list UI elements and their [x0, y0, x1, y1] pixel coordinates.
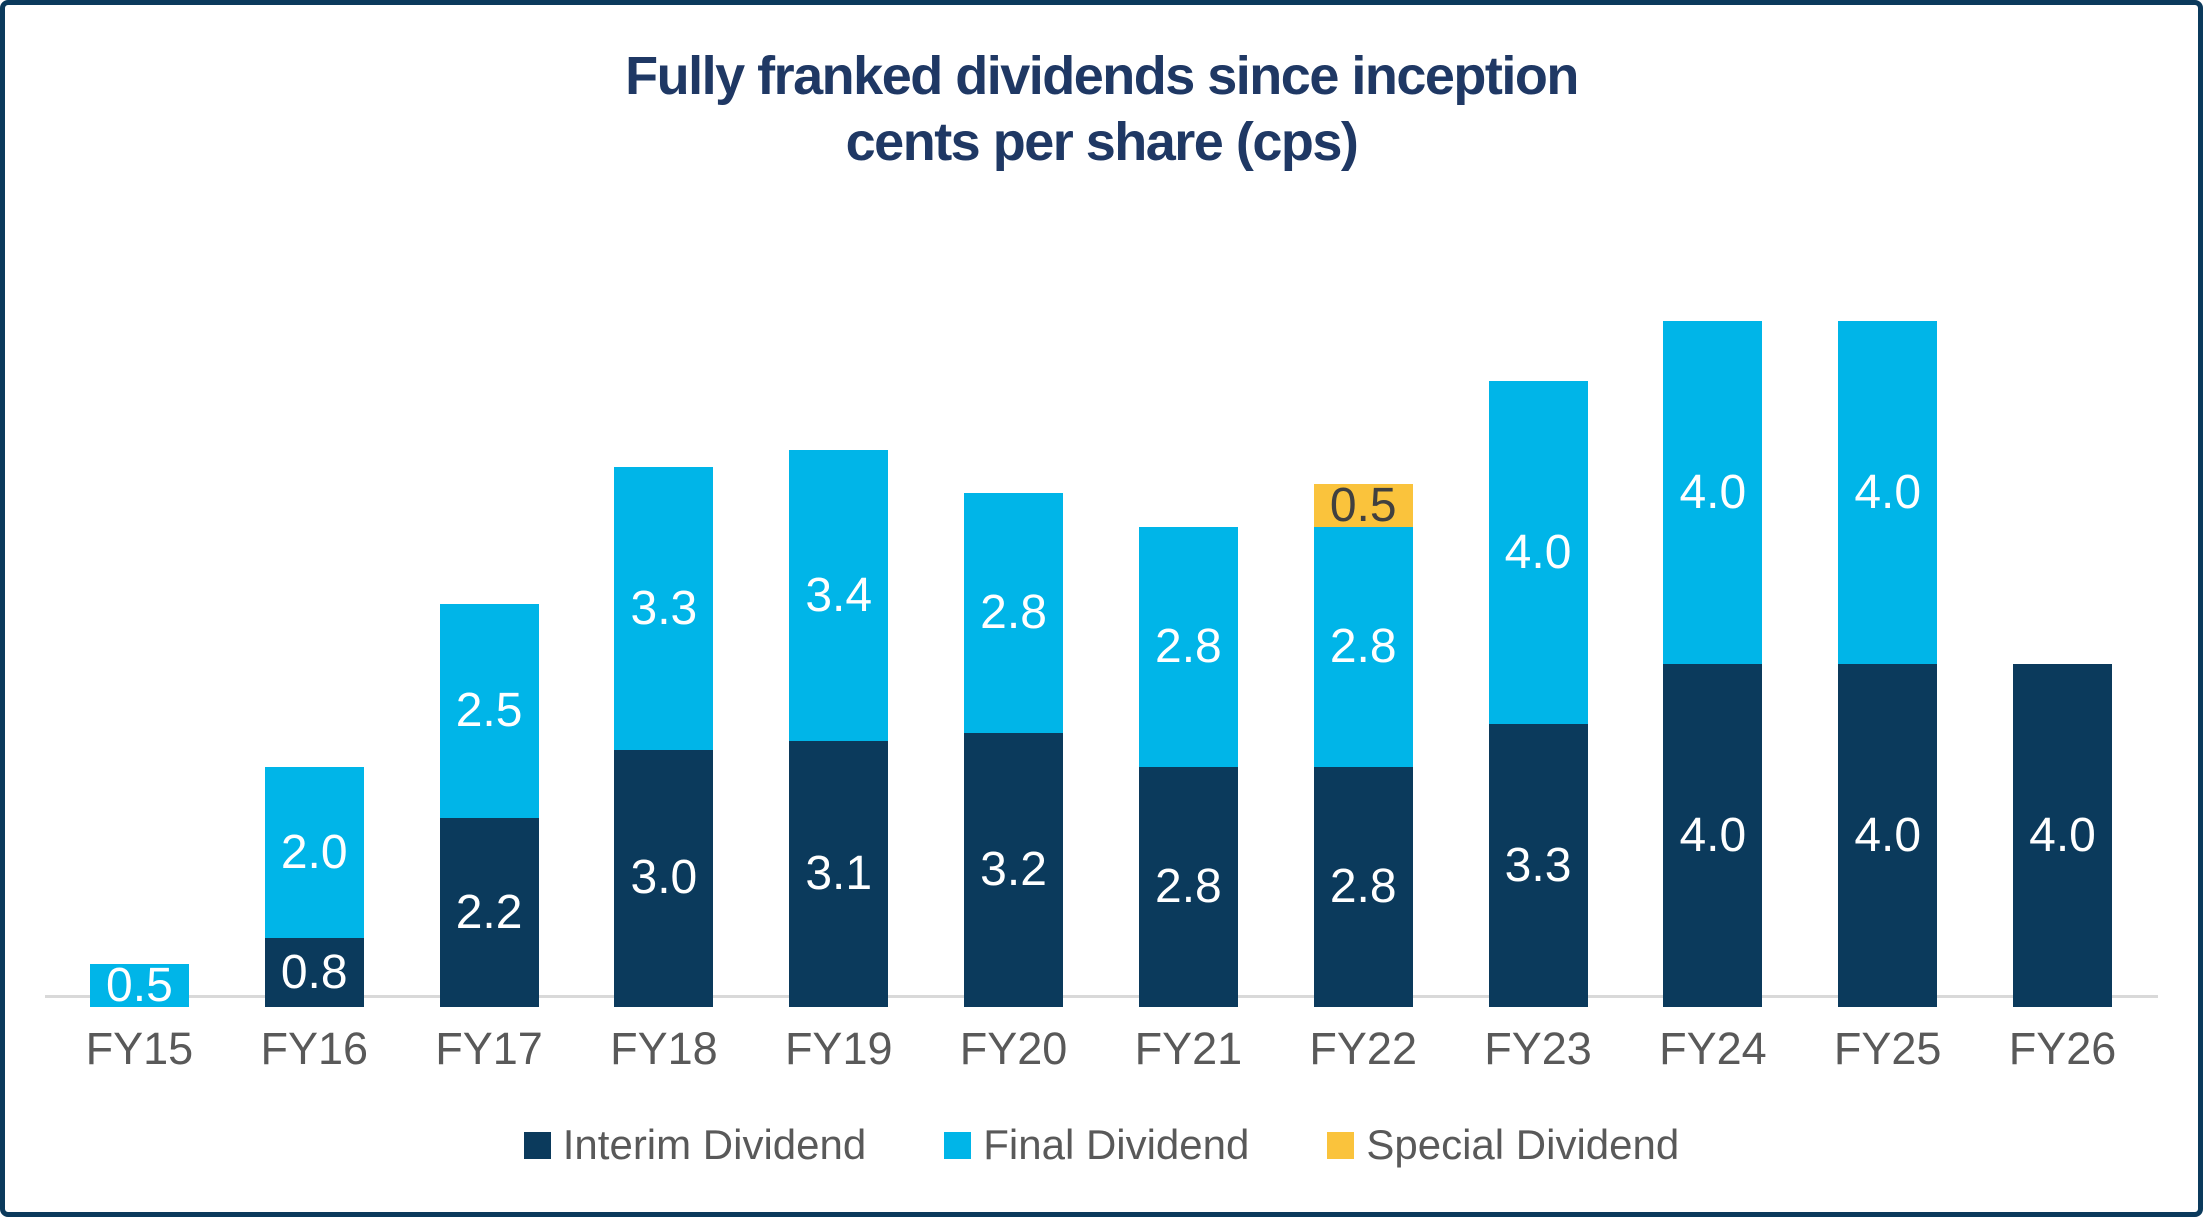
- x-axis-label-fy25: FY25: [1833, 1023, 1942, 1074]
- chart-title-line2: cents per share (cps): [845, 112, 1359, 172]
- value-label: 4.0: [2029, 808, 2096, 862]
- x-axis-label-fy26: FY26: [2008, 1023, 2117, 1074]
- x-axis-line: [45, 995, 2158, 998]
- value-label: 2.2: [455, 885, 523, 939]
- legend-item-interim-dividend: Interim Dividend: [523, 1121, 867, 1169]
- segment-interim-dividend-fy19: 3.1: [789, 741, 889, 1007]
- stacked-bar-fy25: 4.0 4.0: [1838, 321, 1938, 1007]
- bar-column-fy20: 2.8 3.2: [926, 297, 1101, 1007]
- segment-interim-dividend-fy20: 3.2: [964, 732, 1064, 1007]
- legend-item-special-dividend: Special Dividend: [1327, 1121, 1679, 1169]
- value-label: 2.8: [1155, 860, 1222, 914]
- chart-title-line1: Fully franked dividends since inception: [625, 46, 1579, 106]
- value-label: 2.0: [280, 825, 348, 879]
- stacked-bar-fy18: 3.3 3.0: [614, 467, 714, 1007]
- segment-final-dividend-fy15: 0.5: [89, 958, 189, 1012]
- bar-column-fy18: 3.3 3.0: [576, 297, 751, 1007]
- bar-column-fy15: 0.5: [52, 297, 227, 1012]
- segment-final-dividend-fy20: 2.8: [964, 492, 1064, 733]
- stacked-bar-fy20: 2.8 3.2: [964, 492, 1064, 1007]
- legend-item-final-dividend: Final Dividend: [944, 1121, 1249, 1169]
- value-label: 2.8: [1329, 620, 1397, 674]
- value-label: 4.0: [1679, 808, 1747, 862]
- bar-column-fy16: 2.0 0.8: [227, 297, 402, 1007]
- value-label: 2.8: [1155, 620, 1222, 674]
- segment-final-dividend-fy16: 2.0: [264, 767, 364, 939]
- segment-final-dividend-fy18: 3.3: [614, 467, 714, 750]
- value-label: 3.3: [630, 581, 698, 635]
- segment-interim-dividend-fy17: 2.2: [439, 818, 539, 1007]
- value-label: 2.8: [1329, 860, 1397, 914]
- bar-column-fy17: 2.5 2.2: [402, 297, 577, 1007]
- value-label: 4.0: [1679, 465, 1747, 519]
- stacked-bar-fy19: 3.4 3.1: [789, 449, 889, 1007]
- stacked-bar-fy23: 4.0 3.3: [1488, 381, 1588, 1007]
- bar-column-fy22: 0.5 2.8 2.8: [1276, 297, 1451, 1007]
- segment-interim-dividend-fy22: 2.8: [1313, 767, 1413, 1007]
- legend-swatch-icon: [944, 1131, 972, 1159]
- x-axis-label-fy20: FY20: [959, 1023, 1068, 1074]
- segment-interim-dividend-fy16: 0.8: [264, 938, 364, 1007]
- value-label: 0.5: [1329, 478, 1397, 532]
- legend-label: Final Dividend: [983, 1121, 1250, 1168]
- value-label: 4.0: [1504, 525, 1572, 579]
- x-axis-label-fy23: FY23: [1484, 1023, 1592, 1074]
- bar-column-fy24: 4.0 4.0: [1625, 297, 1800, 1007]
- segment-final-dividend-fy19: 3.4: [789, 449, 889, 742]
- x-axis-labels: FY15 FY16 FY17 FY18 FY19 FY20 FY21 FY22 FY23 FY24…: [52, 1023, 2150, 1075]
- bar-column-fy26: 4.0: [1975, 297, 2150, 1007]
- stacked-bar-fy17: 2.5 2.2: [439, 604, 539, 1007]
- value-label: 0.5: [106, 958, 173, 1012]
- legend-label: Special Dividend: [1366, 1121, 1680, 1168]
- segment-interim-dividend-fy21: 2.8: [1138, 767, 1238, 1007]
- stacked-bar-fy16: 2.0 0.8: [264, 767, 364, 1007]
- x-axis-label-fy24: FY24: [1659, 1023, 1767, 1074]
- segment-interim-dividend-fy26: 4.0: [2013, 664, 2113, 1007]
- legend-label: Interim Dividend: [562, 1121, 867, 1168]
- segment-final-dividend-fy24: 4.0: [1663, 321, 1763, 665]
- bar-column-fy19: 3.4 3.1: [751, 297, 926, 1007]
- value-label: 3.2: [980, 842, 1047, 896]
- stacked-bar-fy21: 2.8 2.8: [1138, 527, 1238, 1007]
- x-axis-label-fy19: FY19: [784, 1023, 893, 1074]
- stacked-bar-fy22: 0.5 2.8 2.8: [1313, 478, 1413, 1007]
- x-axis-label-fy22: FY22: [1309, 1023, 1417, 1074]
- legend-swatch-icon: [1327, 1131, 1355, 1159]
- stacked-bar-fy15: 0.5: [89, 958, 189, 1012]
- legend: Interim Dividend Final Dividend Special Di…: [5, 1121, 2198, 1169]
- segment-final-dividend-fy21: 2.8: [1138, 527, 1238, 768]
- value-label: 3.0: [630, 851, 698, 905]
- x-axis-label-fy15: FY15: [85, 1023, 194, 1074]
- bar-column-fy25: 4.0 4.0: [1800, 297, 1975, 1007]
- segment-final-dividend-fy17: 2.5: [439, 604, 539, 819]
- bar-column-fy21: 2.8 2.8: [1101, 297, 1276, 1007]
- stacked-bar-fy26: 4.0: [2013, 664, 2113, 1007]
- value-label: 2.5: [455, 684, 523, 738]
- segment-final-dividend-fy22: 2.8: [1313, 527, 1413, 768]
- value-label: 3.4: [805, 568, 873, 622]
- segment-interim-dividend-fy25: 4.0: [1838, 664, 1938, 1007]
- segment-interim-dividend-fy23: 3.3: [1488, 724, 1588, 1007]
- plot-area: 0.5 2.0 0.8 2.5 2.2 3.3 3.0 3.4 3.1 2.8 3.2 2.8 2.8 0…: [52, 297, 2150, 1012]
- value-label: 2.8: [980, 585, 1047, 639]
- segment-final-dividend-fy23: 4.0: [1488, 381, 1588, 725]
- segment-final-dividend-fy25: 4.0: [1838, 321, 1938, 665]
- value-label: 3.3: [1504, 838, 1572, 892]
- chart-title: Fully franked dividends since inception …: [5, 43, 2198, 175]
- value-label: 4.0: [1854, 465, 1922, 519]
- stacked-bar-fy24: 4.0 4.0: [1663, 321, 1763, 1007]
- value-label: 4.0: [1854, 808, 1922, 862]
- x-axis-label-fy18: FY18: [610, 1023, 718, 1074]
- x-axis-label-fy16: FY16: [260, 1023, 369, 1074]
- legend-swatch-icon: [523, 1131, 551, 1159]
- x-axis-label-fy17: FY17: [435, 1023, 543, 1074]
- segment-interim-dividend-fy18: 3.0: [614, 749, 714, 1007]
- bar-column-fy23: 4.0 3.3: [1451, 297, 1626, 1007]
- x-axis-label-fy21: FY21: [1134, 1023, 1243, 1074]
- segment-interim-dividend-fy24: 4.0: [1663, 664, 1763, 1007]
- value-label: 3.1: [805, 847, 873, 901]
- value-label: 0.8: [280, 945, 348, 999]
- segment-special-dividend-fy22: 0.5: [1313, 478, 1413, 532]
